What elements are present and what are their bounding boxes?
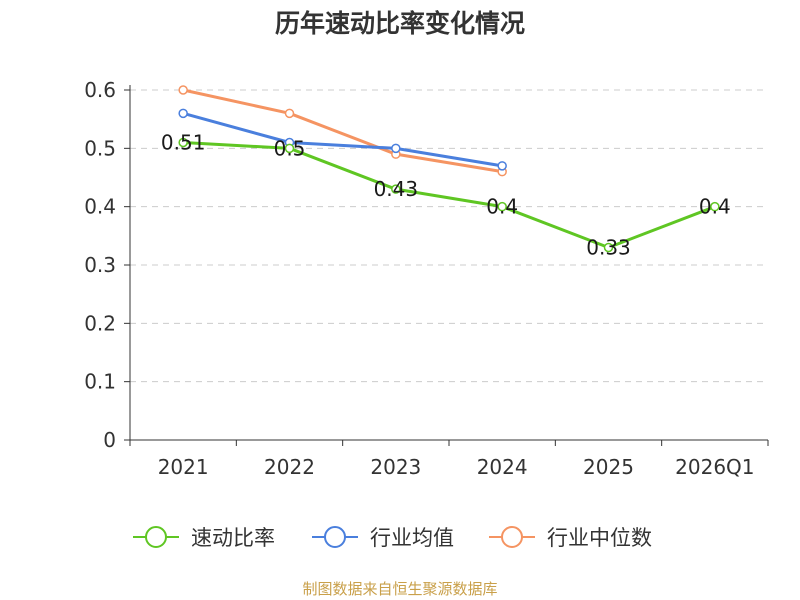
grid-layer xyxy=(130,89,768,383)
data-label: 0.33 xyxy=(586,236,631,260)
data-label: 0.5 xyxy=(274,136,306,160)
series-line xyxy=(183,141,716,249)
x-tick-label: 2022 xyxy=(264,455,315,479)
legend-label: 速动比率 xyxy=(191,526,275,550)
x-tick-label: 2023 xyxy=(370,455,421,479)
data-point xyxy=(391,184,401,194)
series-layer xyxy=(178,85,720,253)
legend-marker xyxy=(145,526,167,548)
y-tick-label: 0.3 xyxy=(84,253,116,277)
series-line xyxy=(182,88,503,174)
data-point xyxy=(178,85,188,95)
chart-title: 历年速动比率变化情况 xyxy=(274,9,525,38)
data-point xyxy=(391,143,401,154)
x-tick-label: 2024 xyxy=(477,455,528,479)
x-tick-label: 2025 xyxy=(583,455,634,479)
data-point xyxy=(603,242,614,253)
series-line xyxy=(182,111,503,168)
source-note: 制图数据来自恒生聚源数据库 xyxy=(302,580,498,598)
y-tick-label: 0 xyxy=(103,428,116,452)
data-point xyxy=(284,143,295,154)
data-point xyxy=(710,201,720,212)
legend: 速动比率 行业均值 行业中位数 xyxy=(133,526,652,550)
legend-label: 行业中位数 xyxy=(547,526,652,550)
x-tick-label: 2021 xyxy=(158,455,209,479)
data-label: 0.51 xyxy=(161,131,206,155)
data-label: 0.4 xyxy=(699,195,731,219)
y-tick-label: 0.2 xyxy=(84,311,116,335)
data-point xyxy=(178,137,188,148)
data-point xyxy=(497,201,507,212)
y-tick-label: 0.5 xyxy=(84,136,116,160)
data-point xyxy=(178,108,188,119)
data-label-layer: 0.51 0.5 0.43 0.4 0.33 0.4 xyxy=(161,131,731,260)
data-point xyxy=(284,108,295,119)
legend-marker xyxy=(501,526,523,548)
legend-label: 行业均值 xyxy=(370,526,454,550)
legend-marker xyxy=(324,526,346,548)
data-label: 0.4 xyxy=(486,195,518,219)
y-tick-label: 0.6 xyxy=(84,78,116,102)
axis-layer: 0 0.1 0.2 0.3 0.4 0.5 0.6 2021 2022 2023 2024 2025 2… xyxy=(84,78,769,479)
x-tick-label: 2026Q1 xyxy=(675,455,754,479)
y-tick-label: 0.4 xyxy=(84,195,116,219)
y-tick-label: 0.1 xyxy=(84,370,116,394)
data-label: 0.43 xyxy=(374,177,419,201)
data-point xyxy=(497,161,507,171)
